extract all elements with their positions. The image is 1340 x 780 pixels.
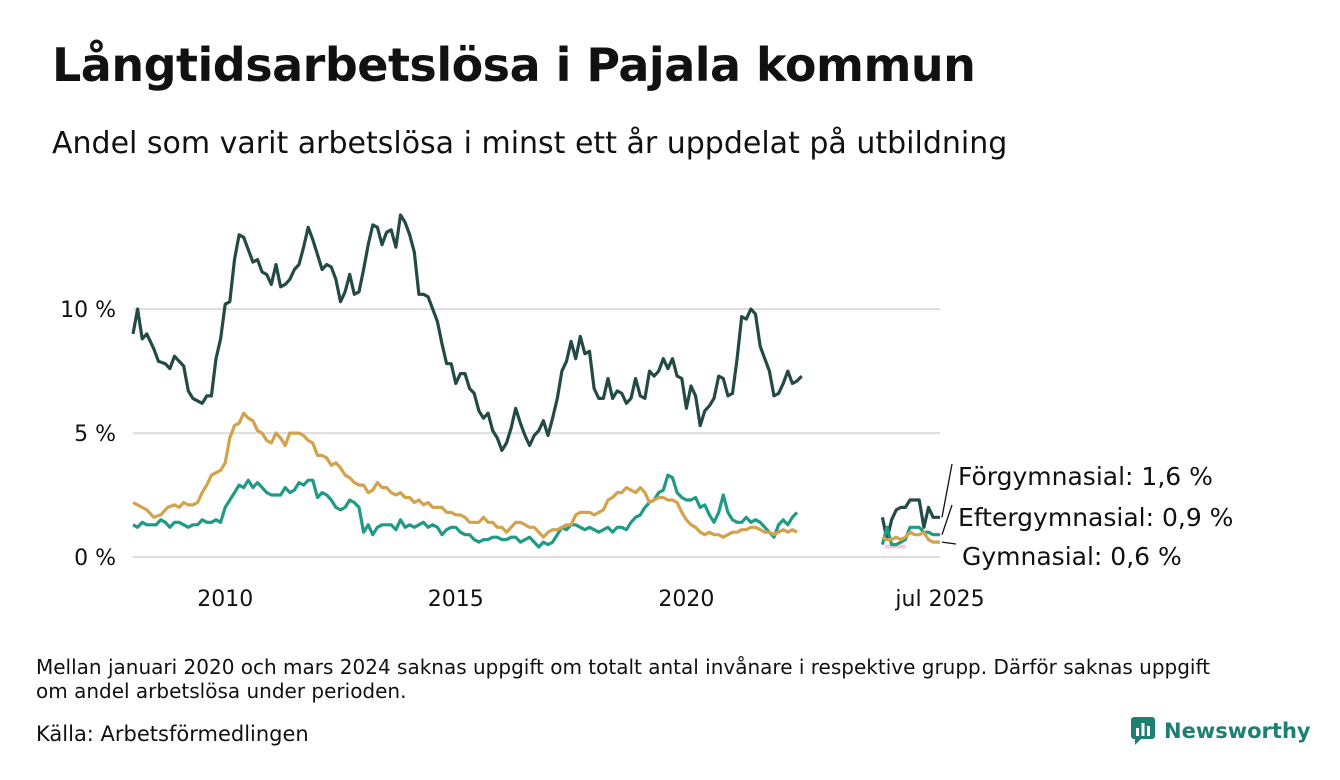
series-end-labels: Förgymnasial: 1,6 % Eftergymnasial: 0,9 %… (941, 462, 1233, 571)
leader-line (941, 541, 957, 545)
series-line-förgymnasial-2 (880, 498, 940, 542)
series-line-förgymnasial-1 (131, 213, 803, 452)
x-tick-label: 2020 (658, 587, 714, 612)
x-tick-label: 2015 (428, 587, 484, 612)
series-line-gymnasial-2 (881, 530, 940, 544)
brand-name: Newsworthy (1164, 719, 1311, 743)
brand-logo: Newsworthy (1130, 716, 1311, 746)
chart-title: Långtidsarbetslösa i Pajala kommun (52, 38, 976, 92)
source-note: Källa: Arbetsförmedlingen (36, 722, 309, 746)
x-tick-label: 2010 (197, 587, 253, 612)
series-lines (131, 213, 940, 549)
footnote: Mellan januari 2020 och mars 2024 saknas… (36, 655, 1211, 703)
newsworthy-logo-icon (1131, 717, 1155, 745)
y-tick-label: 5 % (74, 422, 116, 447)
y-tick-label: 0 % (74, 546, 116, 571)
recent-band (884, 544, 906, 549)
leader-line (941, 463, 953, 518)
line-chart: 0 % 5 % 10 % 2010 2015 2020 jul 2025 Förgymnas… (60, 213, 1233, 612)
series-end-label-gymnasial: Gymnasial: 0,6 % (962, 542, 1182, 571)
series-end-label-eftergymnasial: Eftergymnasial: 0,9 % (958, 503, 1233, 532)
leader-line (941, 504, 953, 535)
axis-labels: 0 % 5 % 10 % 2010 2015 2020 jul 2025 (60, 298, 984, 612)
gap-band (884, 544, 906, 549)
series-end-label-förgymnasial: Förgymnasial: 1,6 % (958, 462, 1213, 491)
chart-subtitle: Andel som varit arbetslösa i minst ett å… (52, 126, 1008, 161)
y-tick-label: 10 % (60, 298, 116, 323)
series-line-gymnasial-1 (132, 411, 798, 539)
x-tick-label: jul 2025 (894, 587, 984, 612)
series-line-eftergymnasial-1 (132, 473, 799, 549)
series-line-eftergymnasial-2 (880, 525, 940, 547)
